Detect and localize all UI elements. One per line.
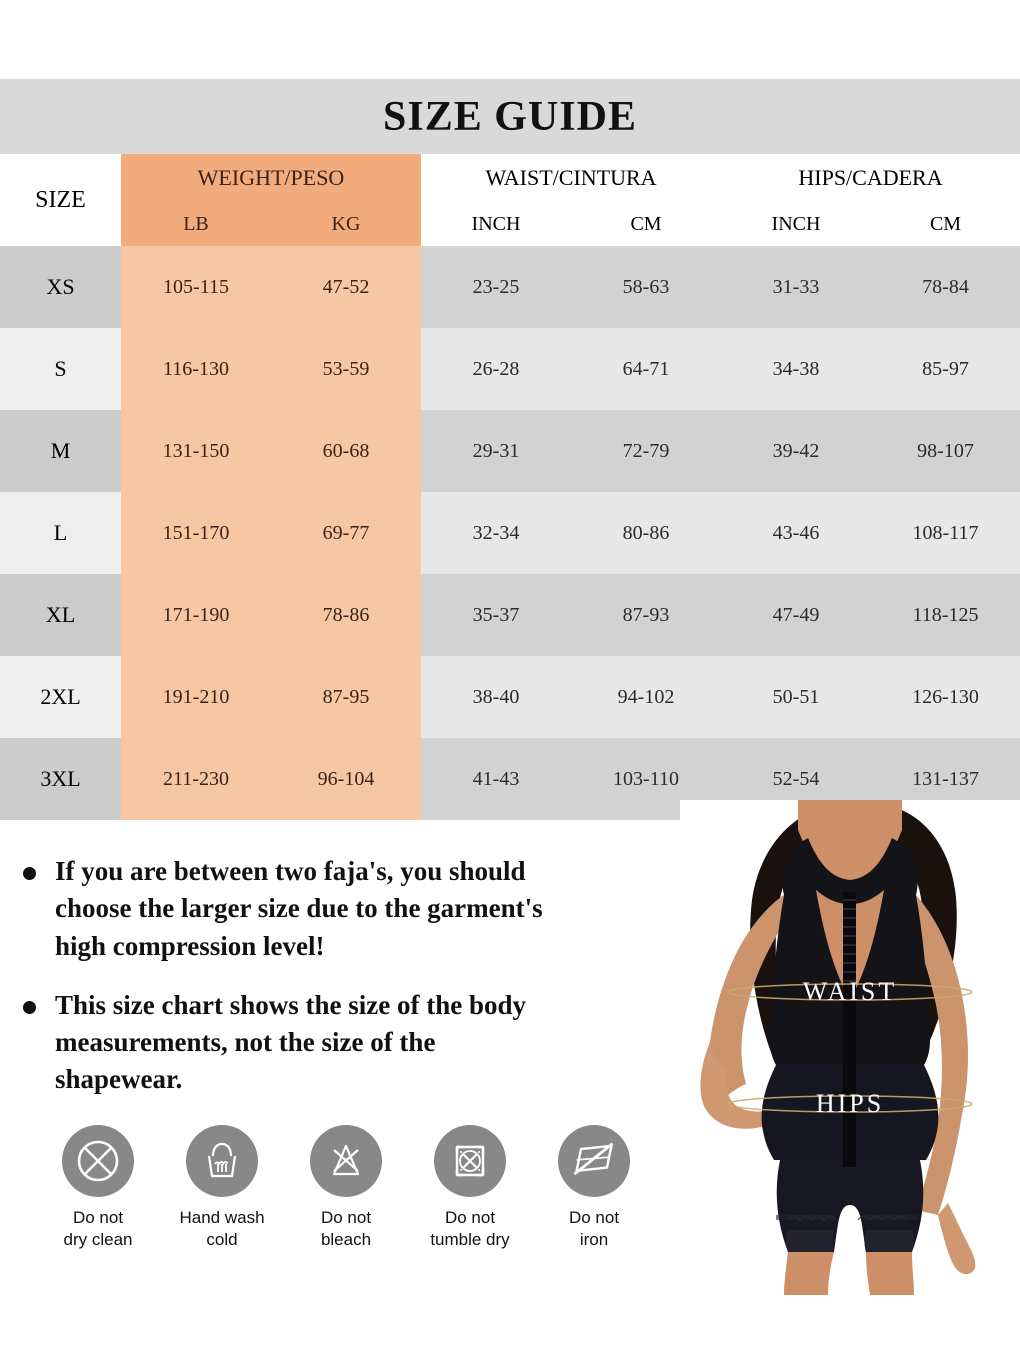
svg-text:HIPS: HIPS bbox=[816, 1089, 884, 1118]
svg-text:WAIST: WAIST bbox=[803, 977, 897, 1006]
